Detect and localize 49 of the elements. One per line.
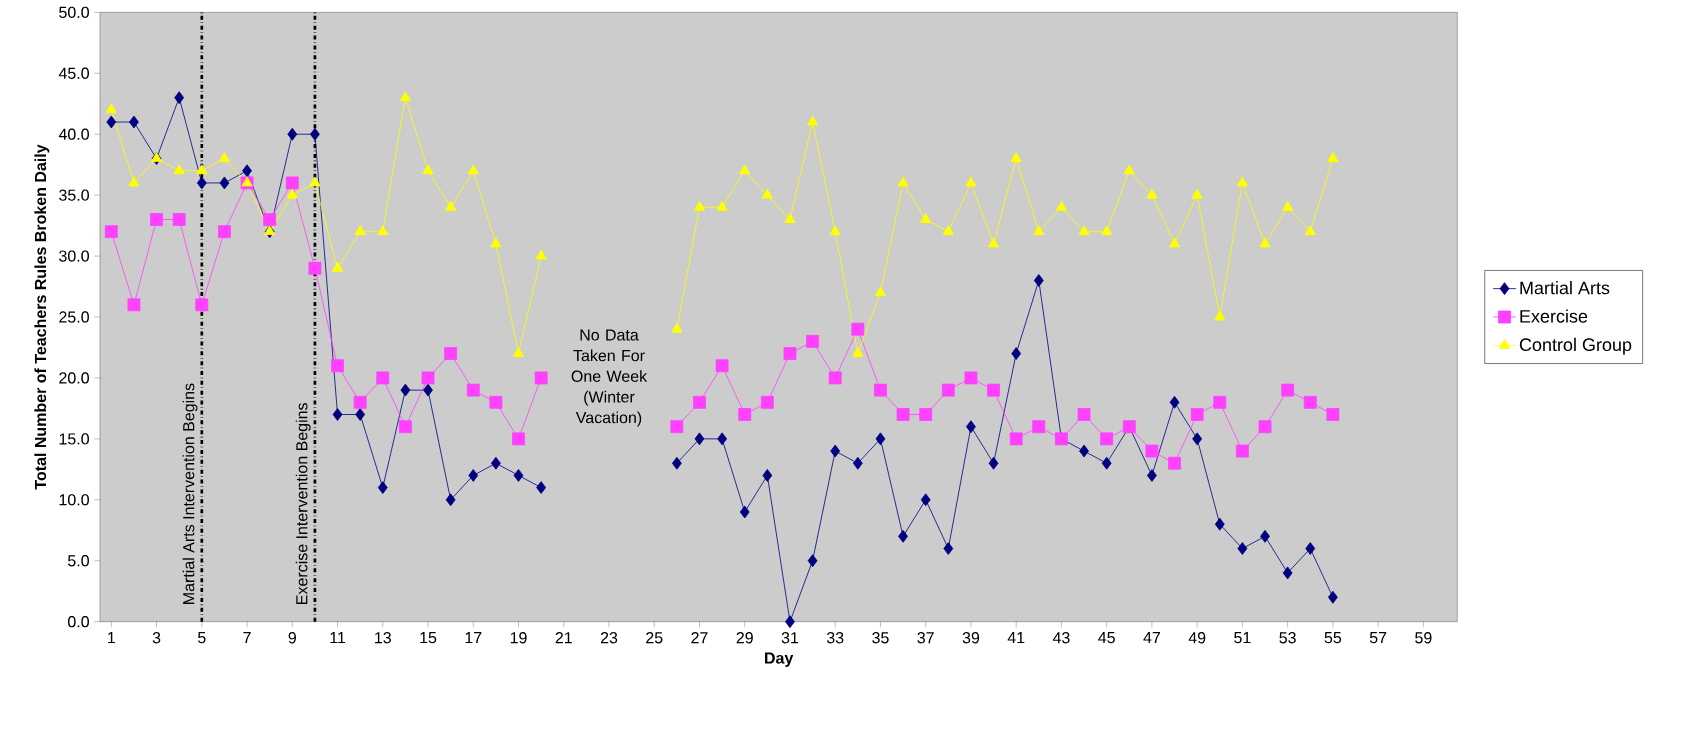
x-tick-label: 45 <box>1098 632 1115 644</box>
x-tick-label: 37 <box>917 632 934 644</box>
x-tick-label: 51 <box>1234 632 1251 644</box>
ref-line-label: Exercise Intervention Begins <box>295 403 311 604</box>
x-tick-label: 49 <box>1188 632 1206 644</box>
y-tick-label: 45.0 <box>58 67 89 79</box>
y-tick-label: 40.0 <box>58 128 89 140</box>
x-tick-label: 35 <box>872 632 889 644</box>
x-tick-label: 1 <box>108 632 115 644</box>
y-tick-label: 20.0 <box>59 372 89 384</box>
x-tick-label: 31 <box>781 632 799 644</box>
x-tick-label: 29 <box>736 632 753 644</box>
y-tick-label: 50.0 <box>59 6 89 18</box>
x-tick-label: 3 <box>152 632 161 644</box>
legend-label: Control Group <box>1519 337 1632 355</box>
x-tick-label: 33 <box>826 632 844 644</box>
x-tick-label: 43 <box>1052 632 1070 644</box>
x-tick-label: 47 <box>1143 632 1161 644</box>
x-tick-label: 23 <box>600 632 618 644</box>
x-tick-label: 41 <box>1007 632 1025 644</box>
x-tick-label: 11 <box>330 632 346 644</box>
x-tick-label: 7 <box>243 632 251 644</box>
legend-label: Martial Arts <box>1520 281 1610 295</box>
y-tick-label: 35.0 <box>59 189 89 201</box>
x-tick-label: 13 <box>375 632 391 644</box>
x-tick-label: 39 <box>962 632 980 644</box>
x-tick-label: 53 <box>1279 632 1296 644</box>
x-tick-label: 27 <box>691 632 708 644</box>
x-tick-label: 25 <box>646 632 663 644</box>
x-tick-label: 5 <box>198 632 206 644</box>
y-tick-label: 10.0 <box>59 494 89 506</box>
ref-line-label: Martial Arts Intervention Begins <box>182 383 198 604</box>
y-tick-label: 5.0 <box>68 555 89 567</box>
y-tick-label: 25.0 <box>59 311 89 323</box>
annotation: No Data Taken For One Week (Winter Vacation) <box>571 329 648 427</box>
x-tick-label: 17 <box>465 632 482 644</box>
y-tick-label: 0.0 <box>67 616 89 628</box>
y-tick-label: 30.0 <box>59 250 89 262</box>
x-tick-label: 57 <box>1369 632 1387 644</box>
x-tick-label: 19 <box>510 632 527 644</box>
x-axis-title: Day <box>765 652 794 667</box>
x-tick-label: 9 <box>288 632 296 644</box>
y-tick-label: 15.0 <box>59 433 89 445</box>
x-tick-label: 59 <box>1415 632 1432 644</box>
y-axis-title: Total Number of Teachers Rules Broken Daily <box>34 144 50 490</box>
x-tick-label: 55 <box>1324 632 1342 644</box>
x-tick-label: 15 <box>420 632 437 644</box>
x-tick-label: 21 <box>555 632 572 644</box>
legend-label: Exercise <box>1520 309 1588 323</box>
